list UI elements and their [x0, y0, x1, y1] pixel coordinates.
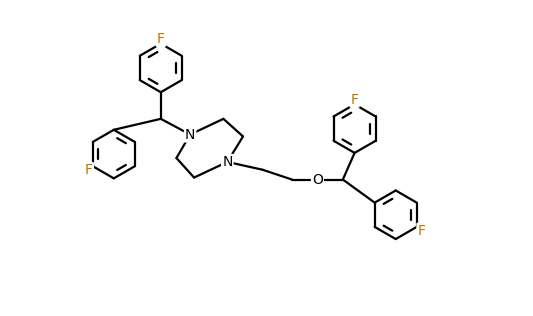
Text: F: F: [351, 93, 359, 107]
Text: N: N: [222, 155, 232, 169]
Text: F: F: [157, 32, 165, 46]
Text: F: F: [417, 224, 425, 238]
Text: O: O: [312, 173, 323, 186]
Text: F: F: [85, 163, 93, 177]
Text: N: N: [185, 128, 195, 142]
